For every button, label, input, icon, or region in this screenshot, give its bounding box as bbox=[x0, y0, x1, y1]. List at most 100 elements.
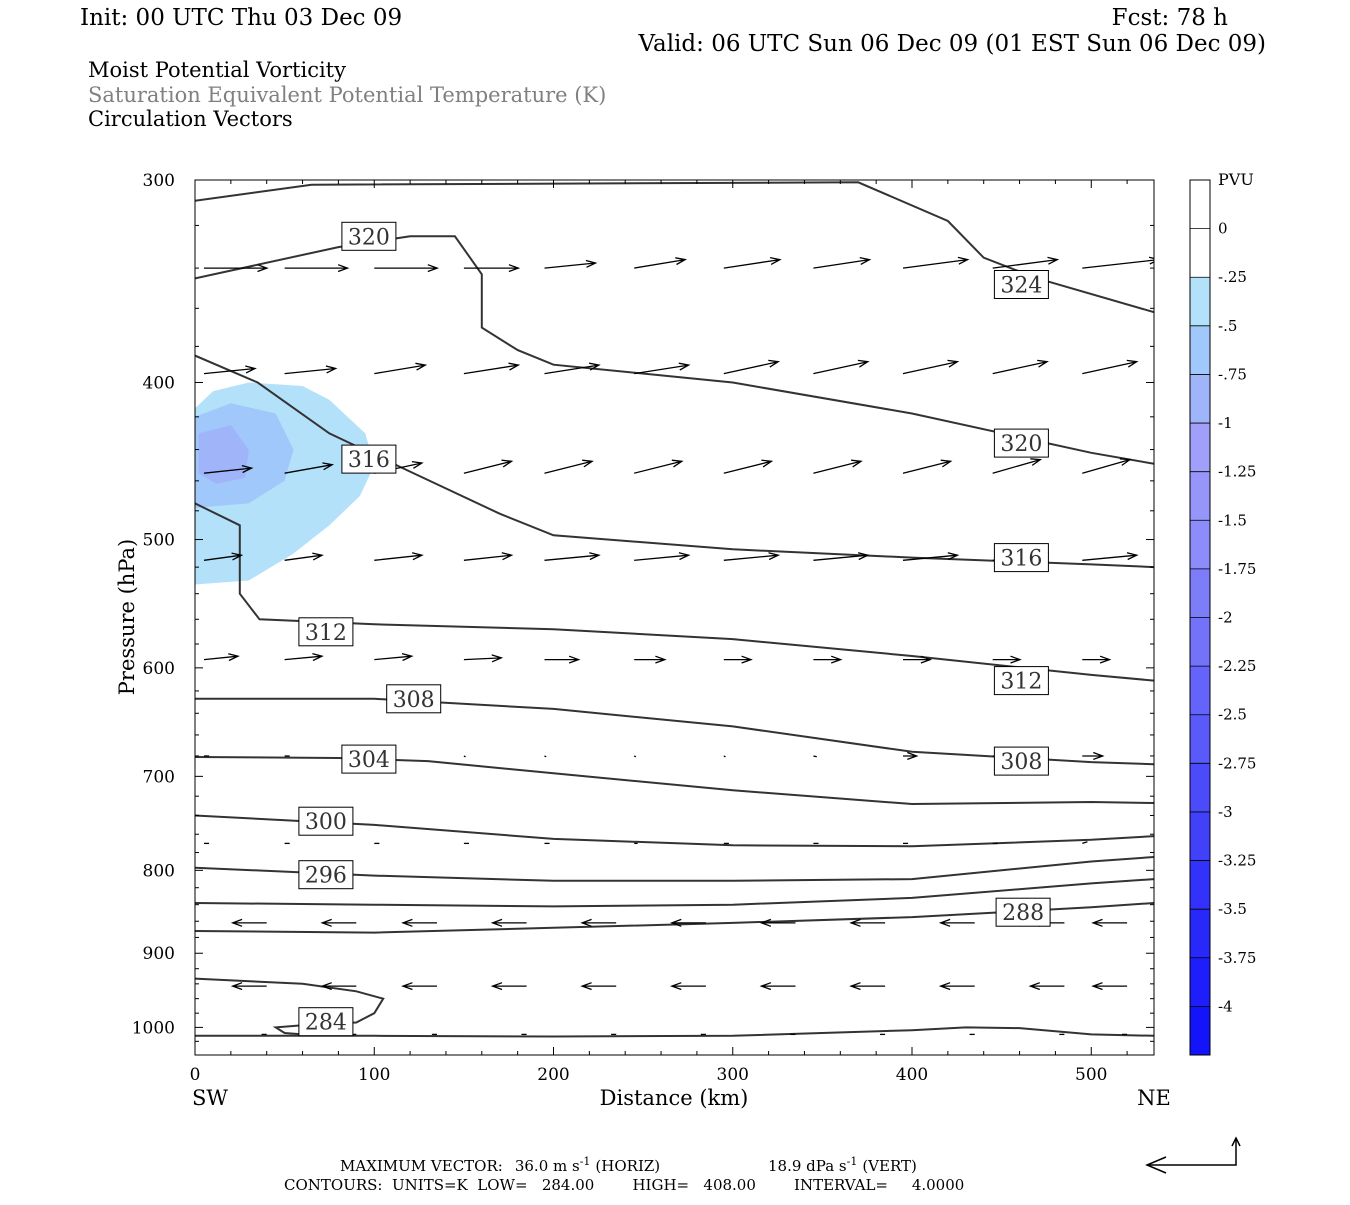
vector-arrow bbox=[634, 362, 691, 375]
vector-arrow bbox=[992, 458, 1043, 474]
contour-label-text: 296 bbox=[305, 864, 347, 889]
colorbar-swatch bbox=[1190, 909, 1210, 959]
pv-shading bbox=[195, 382, 375, 585]
colorbar-label: -3.5 bbox=[1218, 900, 1247, 918]
vector-arrow bbox=[849, 982, 886, 991]
vector-arrow bbox=[634, 459, 684, 474]
colorbar-label: -3.25 bbox=[1218, 852, 1256, 870]
vector-arrow bbox=[1082, 841, 1088, 845]
y-tick-label: 1000 bbox=[132, 1018, 175, 1038]
colorbar-swatch bbox=[1190, 277, 1210, 327]
vector-arrow bbox=[230, 982, 267, 991]
vector-arrow bbox=[992, 655, 1022, 664]
vector-arrow bbox=[284, 652, 324, 662]
vector-arrow bbox=[903, 751, 919, 761]
vector-arrow bbox=[463, 552, 514, 561]
valid-time: Valid: 06 UTC Sun 06 Dec 09 (01 EST Sun … bbox=[637, 31, 1266, 57]
vector-arrow bbox=[463, 654, 504, 663]
contour-label-320: 320 bbox=[993, 428, 1049, 458]
vector-arrow bbox=[813, 655, 843, 664]
contour-label-288: 288 bbox=[995, 897, 1051, 927]
vector-arrow bbox=[544, 552, 601, 561]
vector-arrow bbox=[938, 918, 975, 927]
horiz-value: 36.0 m s bbox=[515, 1157, 580, 1175]
colorbar-swatch bbox=[1190, 1006, 1210, 1056]
contour-label-324: 324 bbox=[993, 270, 1049, 299]
vector-arrow bbox=[401, 982, 437, 991]
vector-arrow bbox=[1082, 751, 1105, 761]
vector-arrow bbox=[401, 918, 437, 927]
colorbar-swatch bbox=[1190, 568, 1210, 618]
x-tick-label: 100 bbox=[358, 1065, 390, 1085]
vector-arrow bbox=[490, 918, 527, 927]
y-axis-label: Pressure (hPa) bbox=[115, 539, 139, 695]
vector-arrow bbox=[902, 256, 970, 269]
vector-arrow bbox=[463, 755, 466, 758]
contour-label-300: 300 bbox=[298, 806, 354, 836]
vector-arrow bbox=[992, 256, 1060, 269]
forecast-hour: Fcst: 78 h bbox=[1112, 5, 1229, 31]
vector-arrow bbox=[463, 264, 521, 273]
y-tick-label: 500 bbox=[143, 531, 175, 551]
reference-vector-icon bbox=[1145, 1136, 1241, 1174]
vert-exponent: -1 bbox=[847, 1155, 858, 1168]
contour-label-296: 296 bbox=[298, 860, 354, 890]
colorbar-swatch bbox=[1190, 471, 1210, 521]
x-axis-label: Distance (km) bbox=[600, 1086, 749, 1110]
vector-arrow bbox=[938, 982, 975, 991]
contour-label-box bbox=[995, 897, 1051, 927]
vector-arrow bbox=[374, 652, 414, 662]
colorbar-swatch bbox=[1190, 617, 1210, 667]
contour-label-box bbox=[341, 444, 397, 474]
x-tick-label: 500 bbox=[1075, 1065, 1107, 1085]
field-title-2: Saturation Equivalent Potential Temperat… bbox=[88, 83, 606, 107]
contour-label-304: 304 bbox=[341, 744, 397, 774]
vector-arrow bbox=[633, 755, 637, 758]
contour-label-312: 312 bbox=[298, 617, 354, 647]
vector-arrow bbox=[203, 365, 257, 375]
x-end-label-sw: SW bbox=[192, 1086, 228, 1110]
vector-arrow bbox=[759, 918, 796, 927]
vector-arrow bbox=[463, 362, 521, 375]
contour-label-text: 324 bbox=[1000, 274, 1042, 299]
colorbar-swatch bbox=[1190, 957, 1210, 1007]
vector-arrow bbox=[670, 918, 706, 927]
contour-label-box bbox=[298, 860, 354, 890]
colorbar-swatch bbox=[1190, 374, 1210, 424]
vector-arrow bbox=[1091, 982, 1128, 991]
contour-label-text: 288 bbox=[1002, 901, 1044, 926]
colorbar-label: -2.75 bbox=[1218, 754, 1256, 772]
max-vector-caption: MAXIMUM VECTOR: bbox=[340, 1157, 503, 1175]
contour-label-320: 320 bbox=[341, 221, 397, 251]
vector-arrow bbox=[320, 982, 357, 991]
colorbar-title: PVU bbox=[1218, 170, 1254, 189]
max-vector-label: MAXIMUM VECTOR: 36.0 m s-1 (HORIZ) 18.9 dPa… bbox=[340, 1155, 917, 1175]
y-tick-label: 400 bbox=[143, 373, 175, 393]
vector-arrow bbox=[544, 259, 598, 269]
field-title-1: Moist Potential Vorticity bbox=[88, 58, 346, 82]
contour-label-text: 316 bbox=[1000, 547, 1042, 572]
colorbar-swatch bbox=[1190, 520, 1210, 570]
vector-arrow bbox=[580, 918, 617, 927]
contour-line-320 bbox=[195, 235, 1154, 465]
contour-line-300 bbox=[195, 814, 1154, 848]
vector-arrow bbox=[723, 256, 782, 269]
colorbar-label: -3 bbox=[1218, 803, 1233, 821]
vector-arrow bbox=[1082, 458, 1132, 474]
contour-label-box bbox=[341, 221, 397, 251]
contour-label-308: 308 bbox=[993, 746, 1049, 776]
vector-arrow bbox=[284, 462, 335, 474]
vector-arrow bbox=[813, 755, 817, 758]
y-tick-label: 700 bbox=[143, 767, 175, 787]
y-tick-label: 800 bbox=[143, 861, 175, 881]
contour-label-text: 304 bbox=[348, 748, 390, 773]
vector-arrow bbox=[723, 655, 753, 664]
vector-arrow bbox=[580, 982, 617, 991]
colorbar-label: -1.5 bbox=[1218, 511, 1247, 529]
contour-line-288 bbox=[195, 902, 1154, 934]
colorbar-label: -2 bbox=[1218, 609, 1233, 627]
field-title-3: Circulation Vectors bbox=[88, 107, 293, 131]
vector-arrow bbox=[374, 552, 424, 561]
vector-arrow bbox=[230, 918, 267, 927]
